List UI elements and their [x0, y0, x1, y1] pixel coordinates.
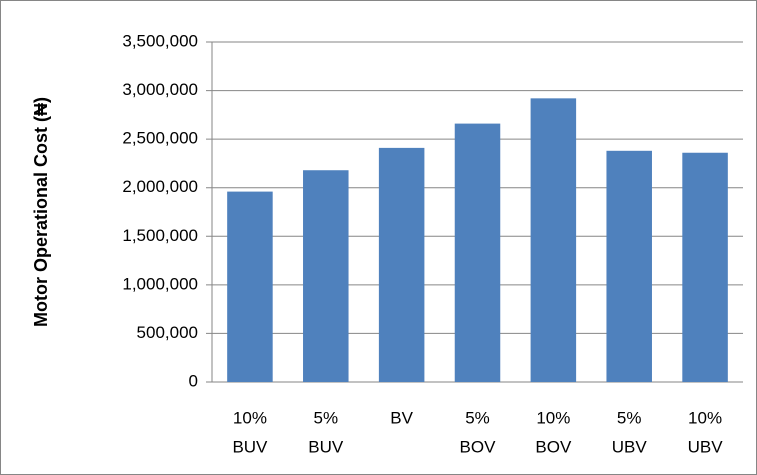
bar — [454, 123, 501, 382]
y-tick-label: 2,500,000 — [122, 129, 198, 148]
x-tick-label: BUV — [232, 437, 268, 456]
x-tick-label: 10% — [233, 408, 267, 427]
y-axis-label: Motor Operational Cost (₦) — [31, 97, 51, 327]
x-tick-label: BOV — [460, 437, 497, 456]
y-tick-label: 2,000,000 — [122, 177, 198, 196]
y-tick-label: 3,500,000 — [122, 31, 198, 50]
bar — [530, 98, 577, 382]
x-tick-label: 5% — [465, 408, 490, 427]
x-tick-label: 10% — [536, 408, 570, 427]
x-tick-label: 5% — [313, 408, 338, 427]
y-tick-label: 500,000 — [137, 323, 198, 342]
bar — [227, 191, 273, 382]
x-tick-label: 5% — [617, 408, 642, 427]
x-tick-label: UBV — [612, 437, 648, 456]
bar — [606, 150, 652, 382]
bar — [303, 170, 349, 382]
y-tick-label: 1,000,000 — [122, 274, 198, 293]
bar — [682, 152, 728, 382]
y-tick-label: 0 — [189, 371, 198, 390]
x-tick-label: UBV — [688, 437, 724, 456]
x-tick-label: BOV — [535, 437, 572, 456]
x-tick-label: 10% — [688, 408, 722, 427]
x-tick-label: BUV — [308, 437, 344, 456]
y-tick-label: 1,500,000 — [122, 226, 198, 245]
bar — [378, 147, 425, 382]
y-tick-label: 3,000,000 — [122, 80, 198, 99]
x-tick-label: BV — [390, 408, 413, 427]
